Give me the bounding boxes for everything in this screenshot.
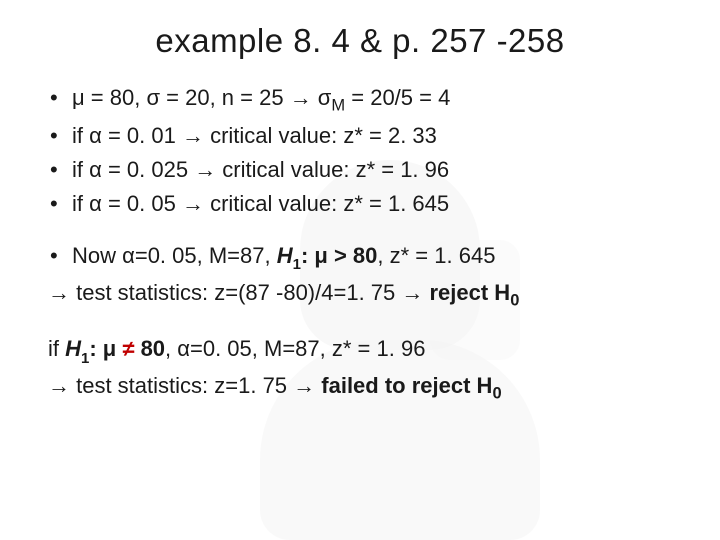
mu-gt-80: μ > 80 — [314, 243, 377, 268]
subscript-0: 0 — [510, 291, 519, 309]
bullet-4: if α = 0. 05 → critical value: z* = 1. 6… — [48, 188, 672, 220]
text: Now α=0. 05, M=87, — [72, 243, 277, 268]
subscript-m: M — [331, 96, 345, 114]
arrow-icon: → — [48, 280, 70, 305]
line-7: if H1: μ ≠ 80, α=0. 05, M=87, z* = 1. 96 — [48, 333, 672, 368]
mu-text: μ — [103, 336, 123, 361]
bullet-2: if α = 0. 01 → critical value: z* = 2. 3… — [48, 120, 672, 152]
text: , z* = 1. 645 — [377, 243, 495, 268]
reject-text: reject H — [423, 280, 510, 305]
text: : — [89, 336, 102, 361]
continuation-1: → test statistics: z=(87 -80)/4=1. 75 → … — [48, 277, 672, 313]
bullet-group-2: Now α=0. 05, M=87, H1: μ > 80, z* = 1. 6… — [48, 240, 672, 275]
subscript-0: 0 — [492, 385, 501, 403]
bullet-5: Now α=0. 05, M=87, H1: μ > 80, z* = 1. 6… — [48, 240, 672, 275]
subscript-1: 1 — [81, 350, 89, 367]
subscript-1: 1 — [293, 256, 301, 273]
slide: example 8. 4 & p. 257 -258 μ = 80, σ = 2… — [0, 0, 720, 540]
arrow-icon: → — [182, 123, 204, 148]
arrow-icon: → — [48, 373, 70, 398]
text: if α = 0. 01 — [72, 123, 182, 148]
text: test statistics: z=1. 75 — [70, 373, 293, 398]
arrow-icon: → — [290, 85, 312, 110]
text: if α = 0. 05 — [72, 191, 182, 216]
text: , α=0. 05, M=87, z* = 1. 96 — [165, 336, 425, 361]
text: σ — [312, 85, 332, 110]
text: test statistics: z=(87 -80)/4=1. 75 — [70, 280, 401, 305]
arrow-icon: → — [401, 280, 423, 305]
arrow-icon: → — [182, 191, 204, 216]
hypothesis-h: H — [65, 336, 81, 361]
text: if α = 0. 025 — [72, 157, 194, 182]
text: μ = 80, σ = 20, n = 25 — [72, 85, 290, 110]
mu-val: 80 — [134, 336, 165, 361]
text: = 20/5 = 4 — [345, 85, 450, 110]
bullet-1: μ = 80, σ = 20, n = 25 → σM = 20/5 = 4 — [48, 82, 672, 118]
bullet-3: if α = 0. 025 → critical value: z* = 1. … — [48, 154, 672, 186]
hypothesis-h: H — [277, 243, 293, 268]
text: : — [301, 243, 314, 268]
text: critical value: z* = 2. 33 — [204, 123, 437, 148]
text: critical value: z* = 1. 96 — [216, 157, 449, 182]
text: if — [48, 336, 65, 361]
arrow-icon: → — [293, 373, 315, 398]
continuation-2: → test statistics: z=1. 75 → failed to r… — [48, 370, 672, 406]
text: critical value: z* = 1. 645 — [204, 191, 449, 216]
slide-title: example 8. 4 & p. 257 -258 — [48, 22, 672, 60]
bullet-group-1: μ = 80, σ = 20, n = 25 → σM = 20/5 = 4 i… — [48, 82, 672, 220]
not-equal-icon: ≠ — [122, 336, 134, 361]
arrow-icon: → — [194, 157, 216, 182]
fail-reject-text: failed to reject H — [315, 373, 492, 398]
